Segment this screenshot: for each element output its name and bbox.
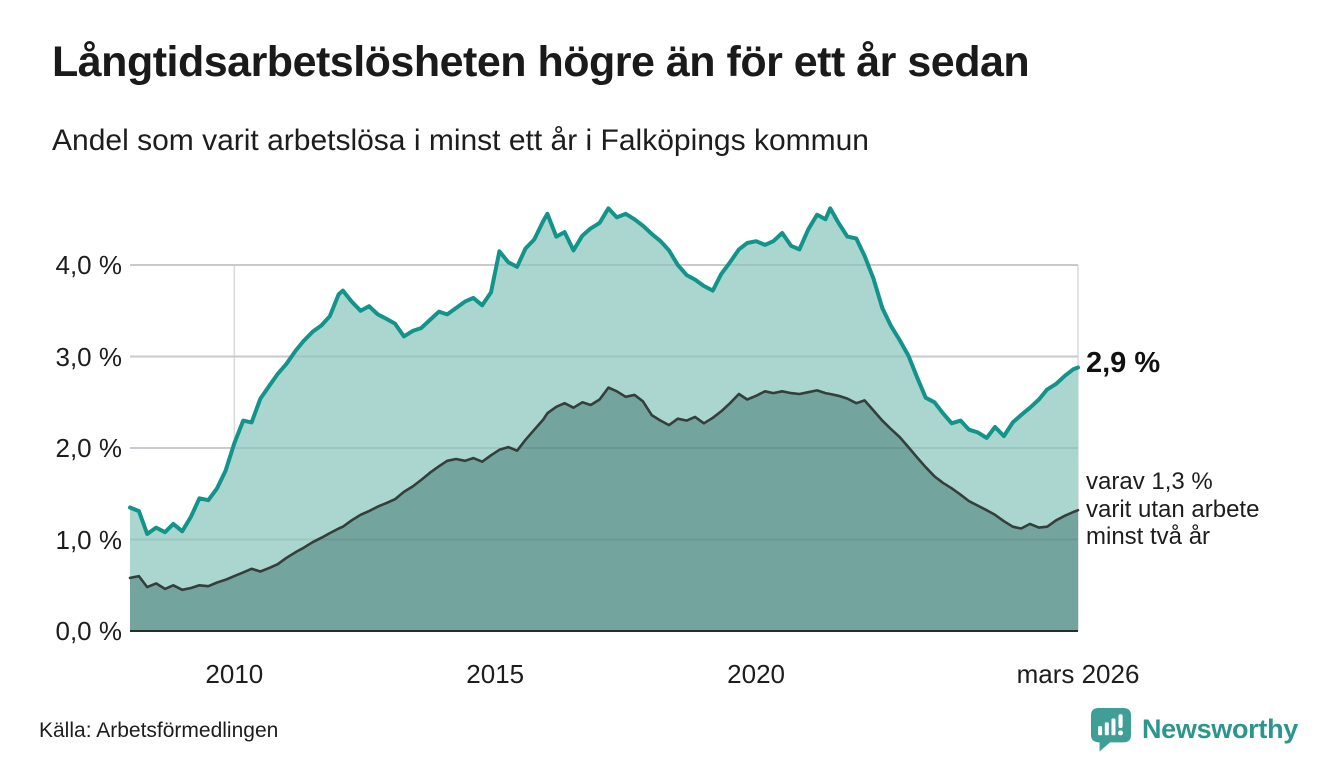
line-unemployed-2yr xyxy=(128,386,1080,592)
x-tick-label: 2020 xyxy=(727,659,785,689)
area-unemployed-2yr xyxy=(130,387,1078,631)
chart-subtitle: Andel som varit arbetslösa i minst ett å… xyxy=(52,124,869,157)
y-tick-label: 3,0 % xyxy=(55,341,123,372)
y-tick-label: 4,0 % xyxy=(55,250,123,280)
x-tick-label: mars 2026 xyxy=(1016,659,1140,689)
secondary-value-label: varav 1,3 % varit utan arbete minst två … xyxy=(1086,468,1260,551)
newsworthy-logo: Newsworthy xyxy=(1090,707,1298,752)
x-tick-label: 2015 xyxy=(466,659,525,689)
latest-value-label: 2,9 % xyxy=(1086,347,1161,380)
area-unemployed-1yr xyxy=(130,208,1078,632)
newsworthy-bubble-chart-icon xyxy=(1090,708,1131,752)
y-tick-label: 1,0 % xyxy=(55,524,123,555)
x-tick-label: 2010 xyxy=(205,659,264,689)
line-unemployed-1yr xyxy=(128,206,1080,536)
y-tick-label: 0,0 % xyxy=(55,616,123,646)
page-title: Långtidsarbetslösheten högre än för ett … xyxy=(52,38,1030,86)
source-note: Källa: Arbetsförmedlingen xyxy=(39,719,279,742)
y-tick-label: 2,0 % xyxy=(55,433,123,463)
newsworthy-wordmark: Newsworthy xyxy=(1141,714,1298,744)
